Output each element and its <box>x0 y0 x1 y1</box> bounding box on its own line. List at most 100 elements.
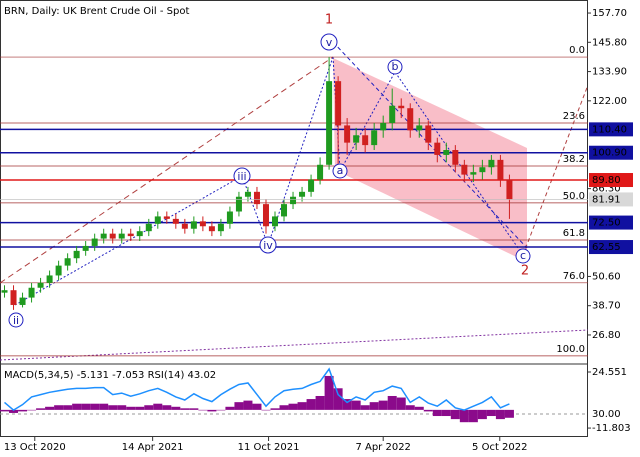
candle-body <box>389 105 396 123</box>
y-tick-label: 50.60 <box>592 271 621 282</box>
candle-body <box>290 196 297 205</box>
macd-bar <box>369 402 379 410</box>
macd-bar <box>162 405 172 410</box>
candle-body <box>217 223 224 232</box>
trend-line <box>0 56 334 284</box>
y-tick-label: 38.70 <box>592 301 621 312</box>
candle-body <box>452 150 459 165</box>
candle-body <box>506 179 513 200</box>
macd-bar <box>504 409 514 418</box>
indicator-title: MACD(5,34,5) -5.131 -7.053 RSI(14) 43.02 <box>4 370 216 381</box>
macd-bar <box>405 405 415 410</box>
candle-body <box>244 191 251 197</box>
candle-body <box>326 81 333 165</box>
candle-body <box>416 125 423 131</box>
macd-bar <box>36 408 46 410</box>
macd-bar <box>225 406 235 410</box>
candle-body <box>253 191 260 205</box>
candle-body <box>208 226 215 232</box>
candle-body <box>443 150 450 155</box>
level-label: 72.50 <box>592 218 621 229</box>
fib-label: 50.0 <box>563 191 585 202</box>
candle-body <box>136 231 143 237</box>
y-tick-label: 122.00 <box>592 96 627 107</box>
fib-label: 61.8 <box>563 228 585 239</box>
candle-body <box>154 216 161 224</box>
candle-body <box>461 164 468 175</box>
candle-body <box>398 105 405 109</box>
macd-bar <box>477 409 487 420</box>
candle-body <box>425 125 432 143</box>
x-tick-label: 14 Apr 2021 <box>122 442 184 453</box>
candle-body <box>10 290 17 305</box>
candle-body <box>344 125 351 143</box>
macd-bar <box>261 409 271 411</box>
wave-label: v <box>326 36 333 49</box>
candle-body <box>362 135 369 146</box>
macd-bar <box>90 403 100 410</box>
candle-body <box>335 81 342 126</box>
x-tick-label: 13 Oct 2020 <box>4 442 66 453</box>
candle-body <box>28 287 35 298</box>
x-tick-label: 11 Oct 2021 <box>238 442 300 453</box>
macd-bar <box>45 406 55 410</box>
x-tick-label: 5 Oct 2022 <box>472 442 527 453</box>
candle-body <box>64 258 71 266</box>
candle-body <box>380 122 387 131</box>
macd-bar <box>18 409 28 412</box>
candle-body <box>82 245 89 251</box>
macd-bar <box>324 375 334 410</box>
level-badge <box>589 215 633 230</box>
level-badge <box>589 240 633 255</box>
level-label: 110.40 <box>592 124 627 135</box>
wave-label: c <box>520 249 526 262</box>
macd-bar <box>252 403 262 410</box>
wave-circle <box>515 248 531 264</box>
y-tick-label: 145.80 <box>592 37 627 48</box>
macd-bar <box>180 408 190 410</box>
last-price-badge <box>589 192 633 207</box>
candle-body <box>479 167 486 173</box>
wave-path <box>14 56 334 306</box>
candle-body <box>407 108 414 131</box>
candle-body <box>199 221 206 227</box>
macd-bar <box>135 406 145 410</box>
candle-body <box>127 233 134 237</box>
macd-bar <box>432 409 442 417</box>
candle-body <box>100 233 107 239</box>
rsi-line <box>4 367 510 412</box>
candle-body <box>1 290 8 293</box>
macd-bar <box>360 405 370 410</box>
candle-body <box>299 191 306 197</box>
macd-bar <box>153 403 163 410</box>
level-label: 100.90 <box>592 148 627 159</box>
rsi-tick-label: 30.00 <box>592 409 621 420</box>
wave-label: ii <box>13 314 19 327</box>
level-badge <box>589 173 633 188</box>
macd-bar <box>63 405 73 410</box>
macd-bar <box>495 409 505 420</box>
candle-body <box>46 275 53 283</box>
macd-bar <box>198 409 208 411</box>
candle-body <box>190 221 197 229</box>
candle-body <box>118 233 125 239</box>
macd-bar <box>450 409 460 420</box>
macd-bar <box>342 399 352 410</box>
candle-body <box>235 196 242 212</box>
macd-bar <box>297 402 307 410</box>
y-tick-label: 86.30 <box>592 184 621 195</box>
candle-body <box>172 218 179 224</box>
macd-bar <box>189 408 199 410</box>
candle-body <box>317 164 324 180</box>
macd-bar <box>207 409 217 412</box>
level-badge <box>589 122 633 137</box>
candle-body <box>470 172 477 175</box>
y-tick-label: 157.70 <box>592 8 627 19</box>
macd-bar <box>108 405 118 410</box>
macd-bar <box>333 388 343 410</box>
macd-bar <box>486 409 496 417</box>
level-label: 62.55 <box>592 242 621 253</box>
macd-bar <box>315 395 325 410</box>
candle-body <box>19 297 26 305</box>
